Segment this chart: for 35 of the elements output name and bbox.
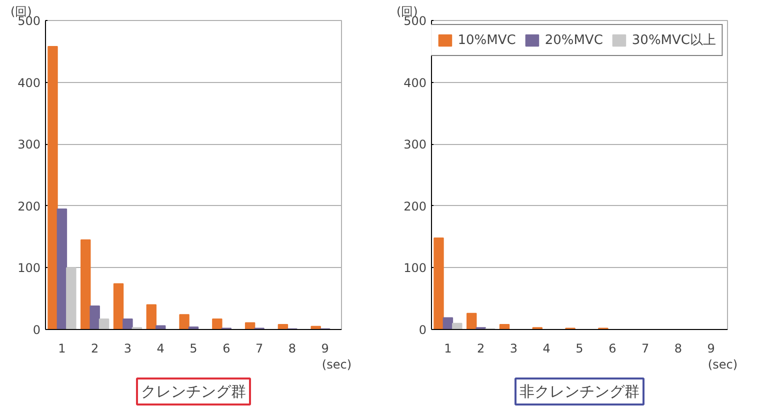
y-tick-label: 200 [18,199,40,214]
y-tick-label: 300 [404,138,426,152]
x-tick-label: 7 [255,342,264,356]
legend-label: 30%MVC以上 [632,32,716,49]
x-tick-label: 4 [156,342,164,356]
x-tick-label: 3 [124,342,132,356]
x-tick-label: 5 [576,342,584,356]
x-tick-label: 9 [321,342,329,356]
x-axis-title: (sec) [322,358,352,372]
text: クレンチング群 [141,382,246,400]
y-tick-label: 400 [18,76,40,90]
y-tick-label: 0 [32,323,41,337]
y-tick-label: 100 [18,261,40,276]
text: 非クレンチング群 [520,382,640,400]
x-tick-label: 2 [91,342,99,356]
x-tick-label: 9 [707,342,715,356]
x-tick-label: 3 [510,342,518,356]
x-axis-title: (sec) [708,358,738,372]
x-tick-label: 6 [222,342,230,356]
y-tick-label: 200 [404,199,426,214]
y-tick-label: 300 [18,138,40,152]
y-tick-label: 400 [404,76,426,90]
y-tick-label: 100 [404,261,426,276]
x-tick-label: 8 [674,342,682,356]
x-tick-label: 5 [190,342,198,356]
legend-label: 20%MVC [544,32,603,48]
x-tick-label: 8 [288,342,296,356]
x-tick-label: 6 [608,342,616,356]
x-tick-label: 4 [542,342,550,356]
y-tick-label: 0 [418,323,427,337]
x-tick-label: 1 [58,342,66,356]
x-tick-label: 2 [477,342,485,356]
x-tick-label: 1 [444,342,452,356]
legend-label: 10%MVC [458,32,516,48]
x-tick-label: 7 [641,342,650,356]
